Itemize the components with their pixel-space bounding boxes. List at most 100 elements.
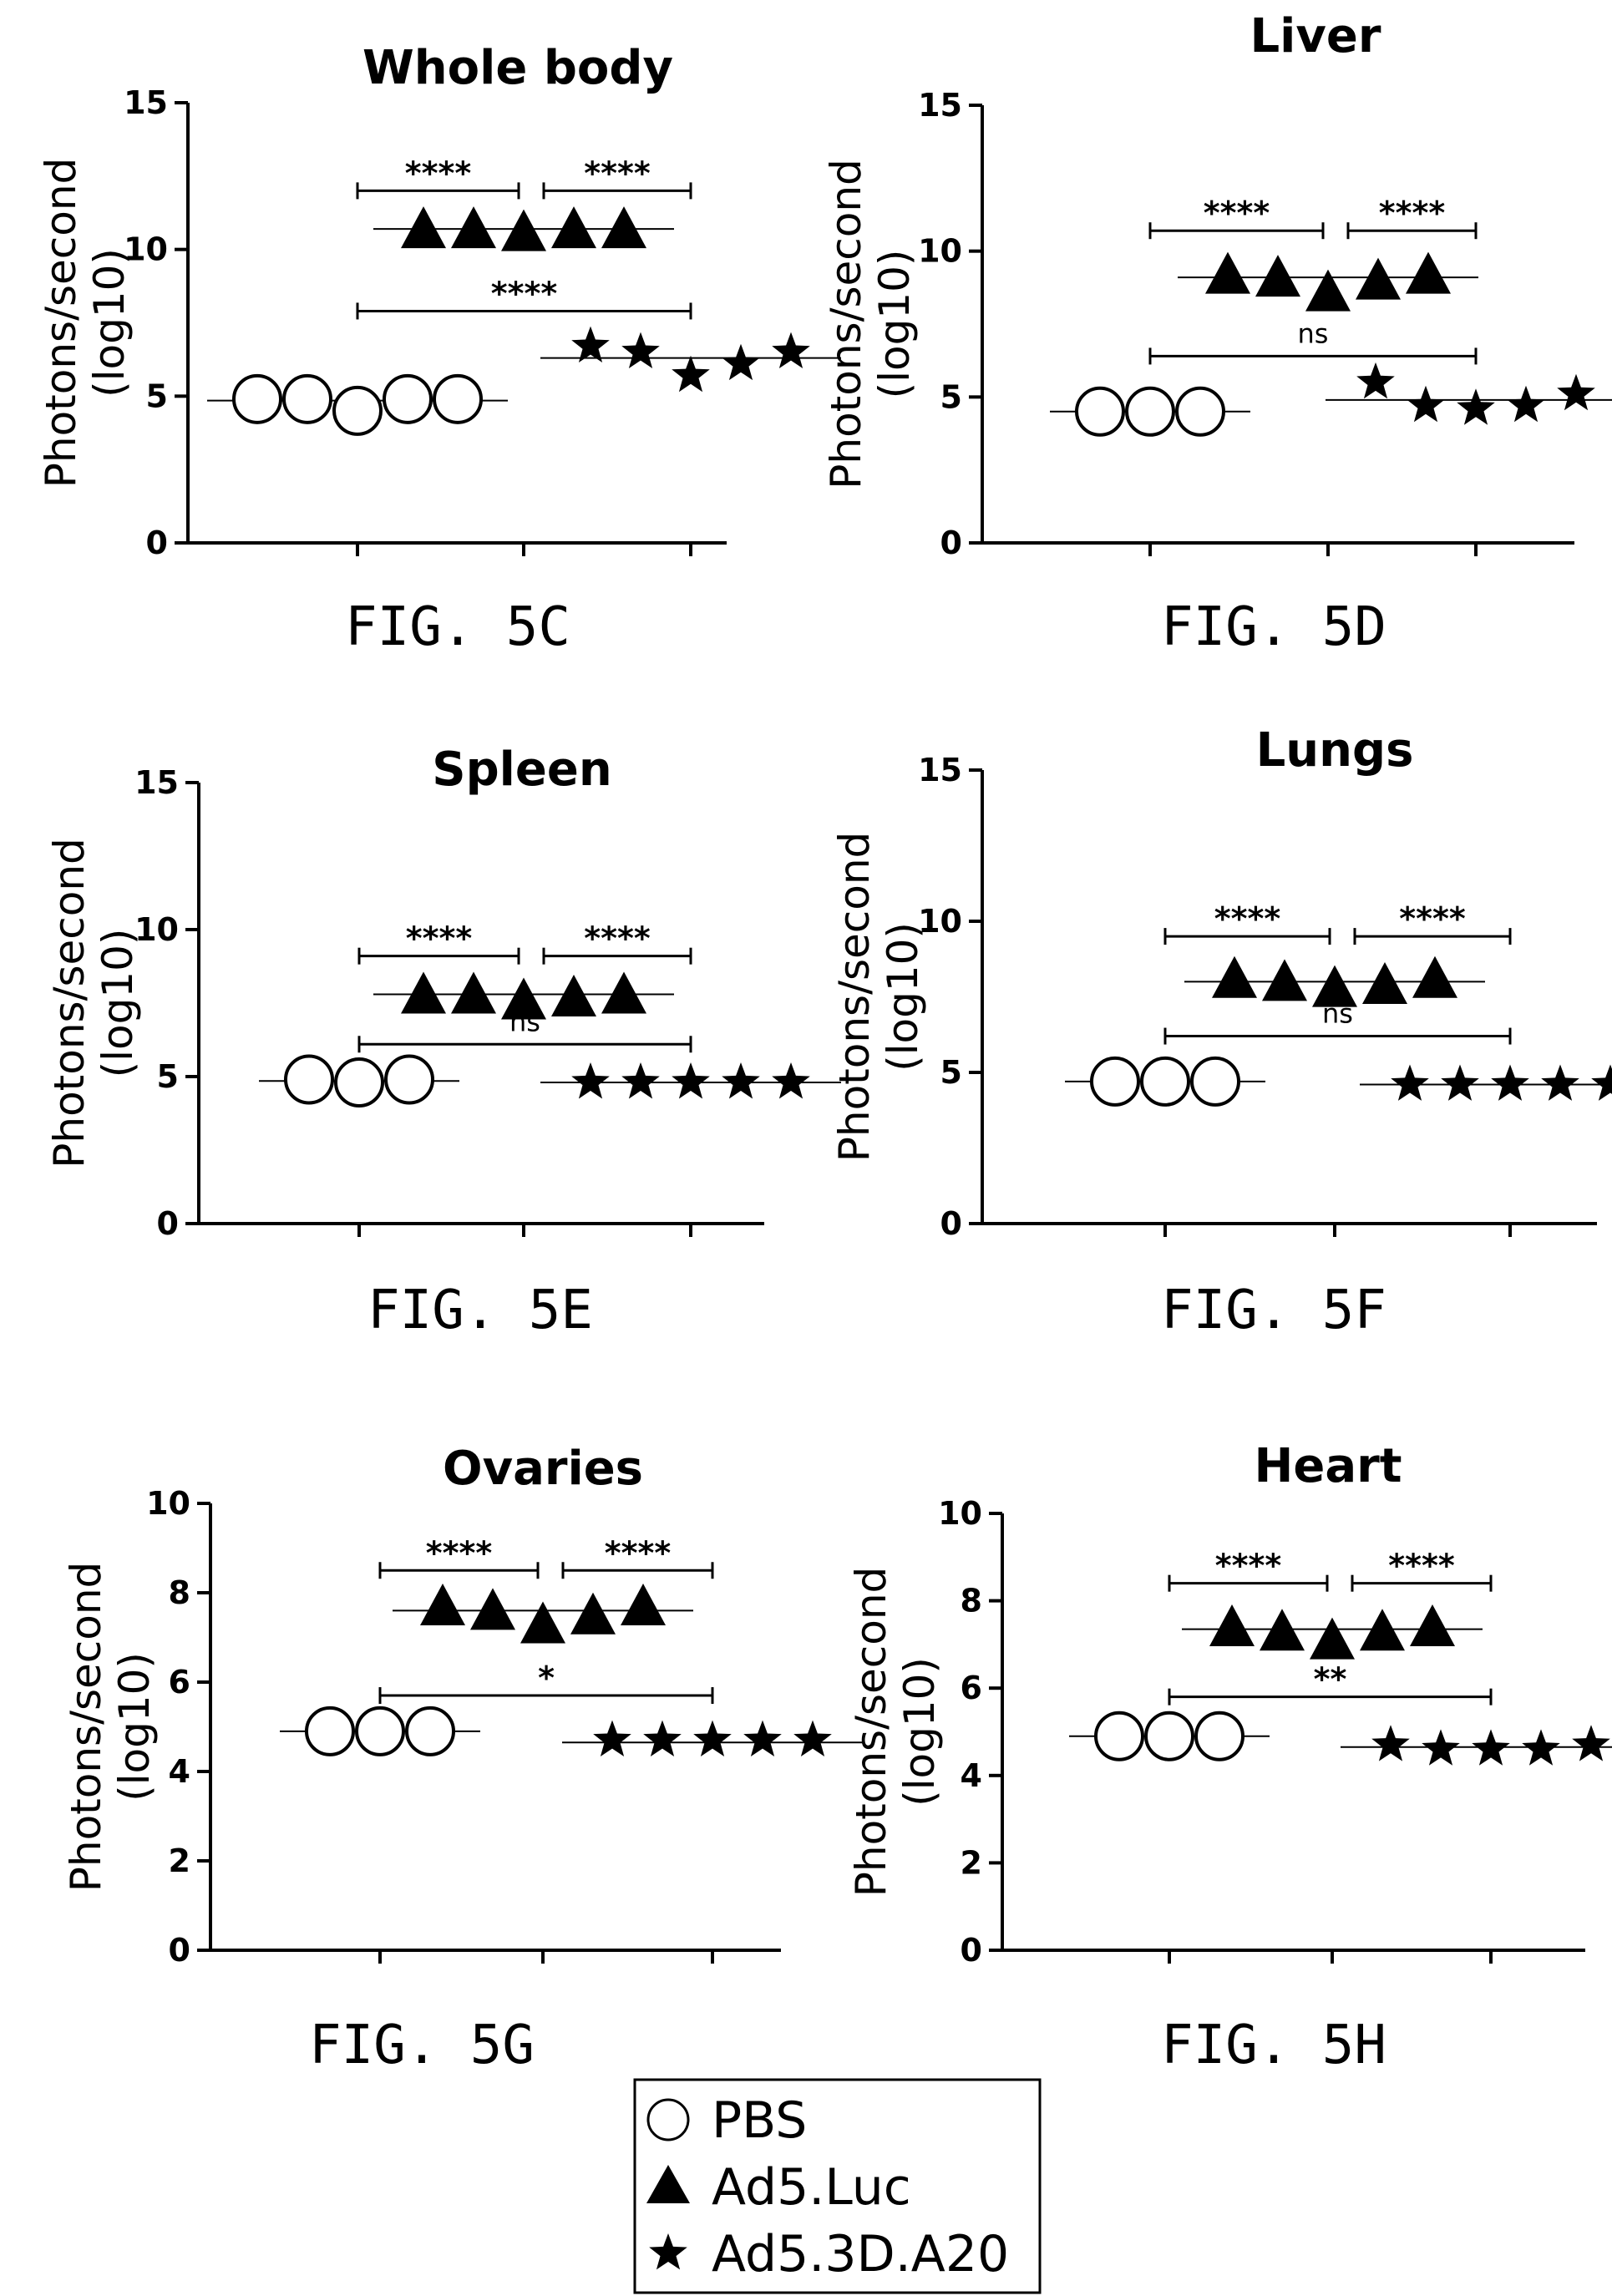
y-tick-label: 2 — [169, 1842, 190, 1879]
group-ad5-3d-a20 — [1341, 1725, 1612, 1766]
y-tick-label: 4 — [961, 1757, 982, 1794]
y-axis-label-line: Photons/second — [62, 1562, 110, 1893]
legend-label: Ad5.3D.A20 — [712, 2225, 1009, 2283]
data-point-circle — [1190, 1056, 1240, 1107]
data-point-triangle — [401, 206, 446, 249]
significance-bracket: **** — [357, 920, 520, 965]
y-tick-label: 15 — [124, 84, 168, 121]
chart-title: Whole body — [362, 41, 673, 95]
data-point-star — [621, 332, 660, 368]
y-axis-label-line: (log10) — [870, 250, 919, 399]
significance-bracket: **** — [1346, 195, 1478, 240]
y-axis-label-line: (log10) — [110, 1652, 159, 1802]
group-ad5-luc — [1184, 955, 1485, 1007]
data-point-star — [571, 1062, 610, 1099]
legend-circle-icon — [646, 2098, 690, 2141]
panel-lungs: Lungs 0 5 10 15 Photons/second(log10) **** ****… — [830, 723, 1612, 1341]
significance-bracket: **** — [542, 920, 692, 965]
data-point-circle — [1194, 1711, 1244, 1761]
data-point-star — [1422, 1729, 1460, 1766]
y-axis-label-line: (log10) — [879, 922, 927, 1072]
data-point-triangle — [570, 1592, 616, 1635]
data-point-triangle — [1360, 1609, 1405, 1651]
data-point-star — [1356, 362, 1395, 399]
y-axis-label-line: Photons/second — [830, 832, 879, 1163]
y-tick-label: 6 — [169, 1664, 190, 1700]
data-point-triangle — [601, 206, 646, 249]
y-tick-label: 5 — [146, 378, 168, 414]
legend-item-ad5-luc: Ad5.Luc — [646, 2158, 911, 2217]
data-point-triangle — [470, 1588, 515, 1630]
significance-label: ** — [1314, 1661, 1347, 1698]
significance-label: **** — [426, 1534, 493, 1571]
y-tick-label: 8 — [961, 1583, 982, 1619]
significance-label: ns — [1322, 998, 1353, 1030]
data-point-star — [1457, 388, 1495, 425]
data-point-triangle — [601, 971, 646, 1014]
y-tick-label: 5 — [940, 378, 962, 415]
y-tick-label: 5 — [157, 1058, 179, 1095]
data-point-triangle — [1255, 255, 1300, 297]
data-point-triangle — [501, 977, 546, 1020]
significance-label: ns — [1298, 317, 1329, 349]
figure-caption: FIG. 5E — [368, 1280, 593, 1341]
significance-bracket: **** — [1168, 1548, 1329, 1592]
y-axis-label-line: Photons/second — [37, 158, 85, 489]
y-axis-label: Photons/second(log10) — [822, 159, 919, 489]
data-point-circle — [384, 1054, 434, 1105]
panel-liver: Liver 0 5 10 15 Photons/second(log10) **** ****… — [822, 9, 1612, 658]
data-point-circle — [1144, 1711, 1194, 1761]
significance-label: **** — [405, 155, 472, 191]
significance-label: **** — [1215, 1548, 1282, 1584]
data-point-circle — [334, 1057, 384, 1108]
significance-label: **** — [584, 155, 651, 191]
data-point-star — [1507, 385, 1545, 423]
y-tick-label: 15 — [918, 752, 962, 788]
significance-bracket: **** — [1163, 900, 1331, 945]
significance-bracket: ns — [357, 1006, 692, 1053]
significance-label: **** — [1214, 900, 1281, 937]
data-point-star — [722, 1062, 760, 1099]
data-point-star — [722, 343, 760, 381]
y-axis-label-line: Photons/second — [847, 1567, 895, 1898]
y-tick-label: 10 — [146, 1485, 190, 1522]
y-axis-label-line: (log10) — [94, 929, 142, 1078]
group-pbs — [259, 1054, 459, 1108]
chart-title: Liver — [1250, 9, 1381, 63]
y-axis-label-line: (log10) — [85, 248, 134, 398]
group-ad5-3d-a20 — [562, 1720, 863, 1756]
chart-title: Ovaries — [443, 1442, 643, 1496]
data-point-circle — [1140, 1056, 1190, 1107]
data-point-circle — [1075, 386, 1125, 437]
figure-caption: FIG. 5H — [1161, 2015, 1386, 2076]
data-point-star — [593, 1720, 631, 1756]
significance-label: **** — [1204, 195, 1270, 231]
data-point-circle — [1175, 386, 1225, 437]
group-ad5-luc — [1182, 1604, 1483, 1660]
data-point-triangle — [1356, 257, 1401, 300]
data-point-star — [1391, 1064, 1429, 1101]
y-axis-label-line: Photons/second — [822, 159, 870, 489]
data-point-triangle — [1406, 251, 1451, 294]
data-point-star — [772, 332, 810, 368]
figure-caption: FIG. 5D — [1161, 596, 1386, 658]
group-ad5-3d-a20 — [1360, 1064, 1612, 1101]
y-tick-label: 5 — [940, 1054, 962, 1091]
significance-bracket: **** — [1148, 195, 1325, 240]
data-point-star — [1472, 1729, 1510, 1766]
group-ad5-luc — [1178, 251, 1478, 312]
y-axis-label-line: (log10) — [895, 1657, 944, 1807]
significance-bracket: **** — [378, 1534, 540, 1579]
data-point-circle — [383, 373, 433, 424]
group-ad5-luc — [373, 206, 674, 251]
y-tick-label: 0 — [940, 525, 962, 561]
data-point-triangle — [1412, 955, 1457, 998]
data-point-circle — [232, 373, 282, 424]
data-point-star — [621, 1062, 660, 1099]
panel-whole-body: Whole body 0 5 10 15 Photons/second(log10) ***… — [37, 41, 841, 658]
data-point-star — [1441, 1064, 1479, 1101]
y-axis-label-line: Photons/second — [45, 838, 94, 1168]
group-pbs — [1065, 1056, 1265, 1107]
data-point-triangle — [451, 206, 496, 249]
